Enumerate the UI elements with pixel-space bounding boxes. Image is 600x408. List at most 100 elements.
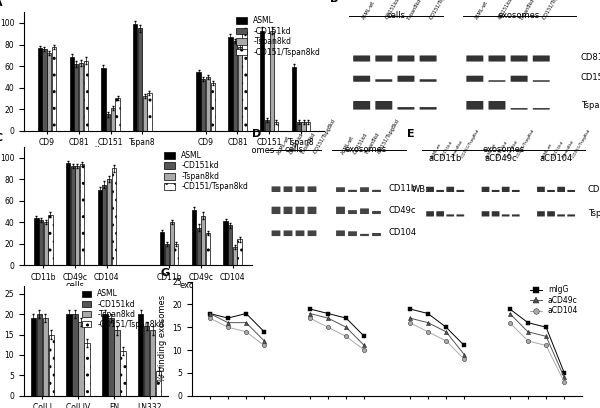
- Text: ASML-wt: ASML-wt: [430, 142, 442, 160]
- FancyBboxPatch shape: [533, 108, 550, 110]
- Bar: [260, 31, 265, 131]
- Line: aCD104: aCD104: [208, 316, 266, 348]
- Bar: [101, 68, 106, 131]
- FancyBboxPatch shape: [360, 234, 369, 236]
- Bar: [83, 61, 88, 131]
- Bar: [223, 221, 227, 265]
- FancyBboxPatch shape: [466, 101, 484, 110]
- FancyBboxPatch shape: [336, 231, 345, 236]
- FancyBboxPatch shape: [360, 208, 369, 214]
- Text: -CD151kd: -CD151kd: [353, 132, 369, 155]
- FancyBboxPatch shape: [348, 210, 357, 214]
- FancyBboxPatch shape: [372, 233, 381, 236]
- Text: aCD11b: aCD11b: [428, 154, 462, 163]
- Text: D: D: [252, 129, 261, 139]
- FancyBboxPatch shape: [488, 55, 505, 62]
- aCD104: [206, 316, 214, 321]
- Text: -Tspan8kd: -Tspan8kd: [561, 140, 575, 160]
- FancyBboxPatch shape: [547, 190, 555, 192]
- Y-axis label: % binding exosomes: % binding exosomes: [158, 295, 167, 382]
- Text: -Tspan8kd: -Tspan8kd: [506, 140, 520, 160]
- Text: -CD151kd: -CD151kd: [288, 132, 304, 155]
- Bar: [133, 24, 137, 131]
- Text: -CD151/Tspg8kd: -CD151/Tspg8kd: [571, 129, 592, 160]
- FancyBboxPatch shape: [397, 107, 415, 110]
- Text: ASML-wt: ASML-wt: [485, 142, 498, 160]
- Bar: [120, 351, 125, 396]
- Text: -CD151kd: -CD151kd: [440, 140, 454, 160]
- Bar: [98, 190, 102, 265]
- Text: -CD151/Tspg8kd: -CD151/Tspg8kd: [516, 129, 536, 160]
- Bar: [75, 166, 79, 265]
- mIgG: [224, 316, 232, 321]
- Text: CD49c: CD49c: [389, 206, 416, 215]
- Bar: [111, 108, 115, 131]
- Text: -CD151/Tspg8kd: -CD151/Tspg8kd: [312, 118, 337, 155]
- FancyBboxPatch shape: [284, 186, 292, 192]
- Bar: [196, 73, 200, 131]
- Text: -CD151/Tspg8kd: -CD151/Tspg8kd: [428, 0, 452, 21]
- Bar: [102, 184, 106, 265]
- FancyBboxPatch shape: [426, 187, 434, 192]
- FancyBboxPatch shape: [284, 231, 292, 236]
- Bar: [206, 77, 210, 131]
- FancyBboxPatch shape: [436, 190, 444, 192]
- FancyBboxPatch shape: [372, 211, 381, 214]
- Text: exosomes: exosomes: [232, 146, 275, 155]
- Bar: [73, 314, 78, 396]
- FancyBboxPatch shape: [272, 207, 280, 214]
- Text: ASML-wt: ASML-wt: [276, 134, 291, 155]
- Text: WB:: WB:: [412, 185, 428, 194]
- Bar: [150, 330, 155, 396]
- Bar: [43, 318, 48, 396]
- FancyBboxPatch shape: [353, 55, 370, 62]
- Text: cells: cells: [65, 281, 85, 290]
- Text: -CD151kd: -CD151kd: [497, 0, 514, 21]
- Text: -CD151/Tspg8kd: -CD151/Tspg8kd: [460, 129, 481, 160]
- Legend: mIgG, aCD49c, aCD104: mIgG, aCD49c, aCD104: [530, 285, 578, 315]
- Bar: [52, 47, 56, 131]
- FancyBboxPatch shape: [492, 211, 499, 217]
- Bar: [165, 244, 169, 265]
- Text: E: E: [407, 129, 414, 139]
- aCD49c: [242, 320, 250, 325]
- FancyBboxPatch shape: [296, 231, 304, 236]
- FancyBboxPatch shape: [308, 231, 316, 236]
- Bar: [34, 218, 38, 265]
- FancyBboxPatch shape: [296, 207, 304, 214]
- aCD104: [224, 325, 232, 330]
- Bar: [144, 326, 149, 396]
- Bar: [156, 371, 161, 396]
- Text: ASML-wt: ASML-wt: [362, 0, 377, 21]
- Bar: [102, 314, 107, 396]
- Bar: [74, 64, 79, 131]
- Bar: [49, 215, 53, 265]
- FancyBboxPatch shape: [272, 186, 280, 192]
- FancyBboxPatch shape: [353, 101, 370, 110]
- Legend: ASML, -CD151kd, -Tspan8kd, -CD151/Tspan8kd: ASML, -CD151kd, -Tspan8kd, -CD151/Tspan8…: [82, 289, 164, 329]
- FancyBboxPatch shape: [533, 80, 550, 82]
- FancyBboxPatch shape: [397, 76, 415, 82]
- FancyBboxPatch shape: [537, 187, 545, 192]
- FancyBboxPatch shape: [397, 55, 415, 62]
- Text: cells: cells: [85, 146, 104, 155]
- Bar: [112, 169, 116, 265]
- FancyBboxPatch shape: [511, 108, 527, 110]
- FancyBboxPatch shape: [419, 55, 437, 62]
- Legend: ASML, -CD151kd, -Tspan8kd, -CD151/Tspan8kd: ASML, -CD151kd, -Tspan8kd, -CD151/Tspan8…: [236, 16, 320, 57]
- aCD49c: [224, 320, 232, 325]
- Text: A: A: [0, 0, 2, 8]
- Bar: [201, 216, 205, 265]
- Bar: [44, 222, 48, 265]
- aCD104: [260, 343, 268, 348]
- Line: mIgG: mIgG: [208, 311, 266, 334]
- FancyBboxPatch shape: [533, 55, 550, 62]
- FancyBboxPatch shape: [353, 76, 370, 82]
- aCD49c: [206, 311, 214, 316]
- Bar: [47, 53, 51, 131]
- FancyBboxPatch shape: [436, 211, 444, 217]
- FancyBboxPatch shape: [336, 187, 345, 192]
- FancyBboxPatch shape: [557, 187, 565, 192]
- Bar: [265, 120, 269, 131]
- Bar: [170, 222, 174, 265]
